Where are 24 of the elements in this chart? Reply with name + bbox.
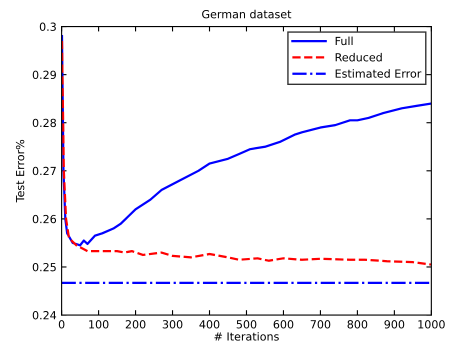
x-tick-label: 400 xyxy=(199,320,220,329)
y-tick-label: 0.29 xyxy=(32,70,56,80)
y-tick-label: 0.3 xyxy=(40,22,56,31)
x-tick-label: 1000 xyxy=(418,320,445,329)
x-tick-label: 200 xyxy=(126,320,146,329)
legend-label: Reduced xyxy=(336,52,382,62)
x-tick-label: 800 xyxy=(348,320,368,329)
chart-title: German dataset xyxy=(202,10,292,18)
legend-label: Estimated Error xyxy=(336,69,422,78)
legend-label: Full xyxy=(336,36,353,46)
y-tick-label: 0.25 xyxy=(32,262,56,272)
y-tick-label: 0.24 xyxy=(32,311,56,320)
x-axis-title: # Iterations xyxy=(214,332,279,341)
x-tick-label: 100 xyxy=(89,320,108,329)
y-tick-label: 0.27 xyxy=(32,166,56,176)
y-tick-label: 0.26 xyxy=(32,214,56,224)
y-tick-label: 0.28 xyxy=(32,118,56,128)
x-tick-label: 600 xyxy=(274,320,294,329)
x-tick-label: 500 xyxy=(236,320,256,329)
x-tick-label: 300 xyxy=(162,320,182,329)
x-tick-label: 0 xyxy=(58,320,64,329)
x-tick-label: 700 xyxy=(310,320,330,329)
x-tick-label: 900 xyxy=(384,320,404,329)
y-axis-title: Test Error% xyxy=(16,140,24,202)
